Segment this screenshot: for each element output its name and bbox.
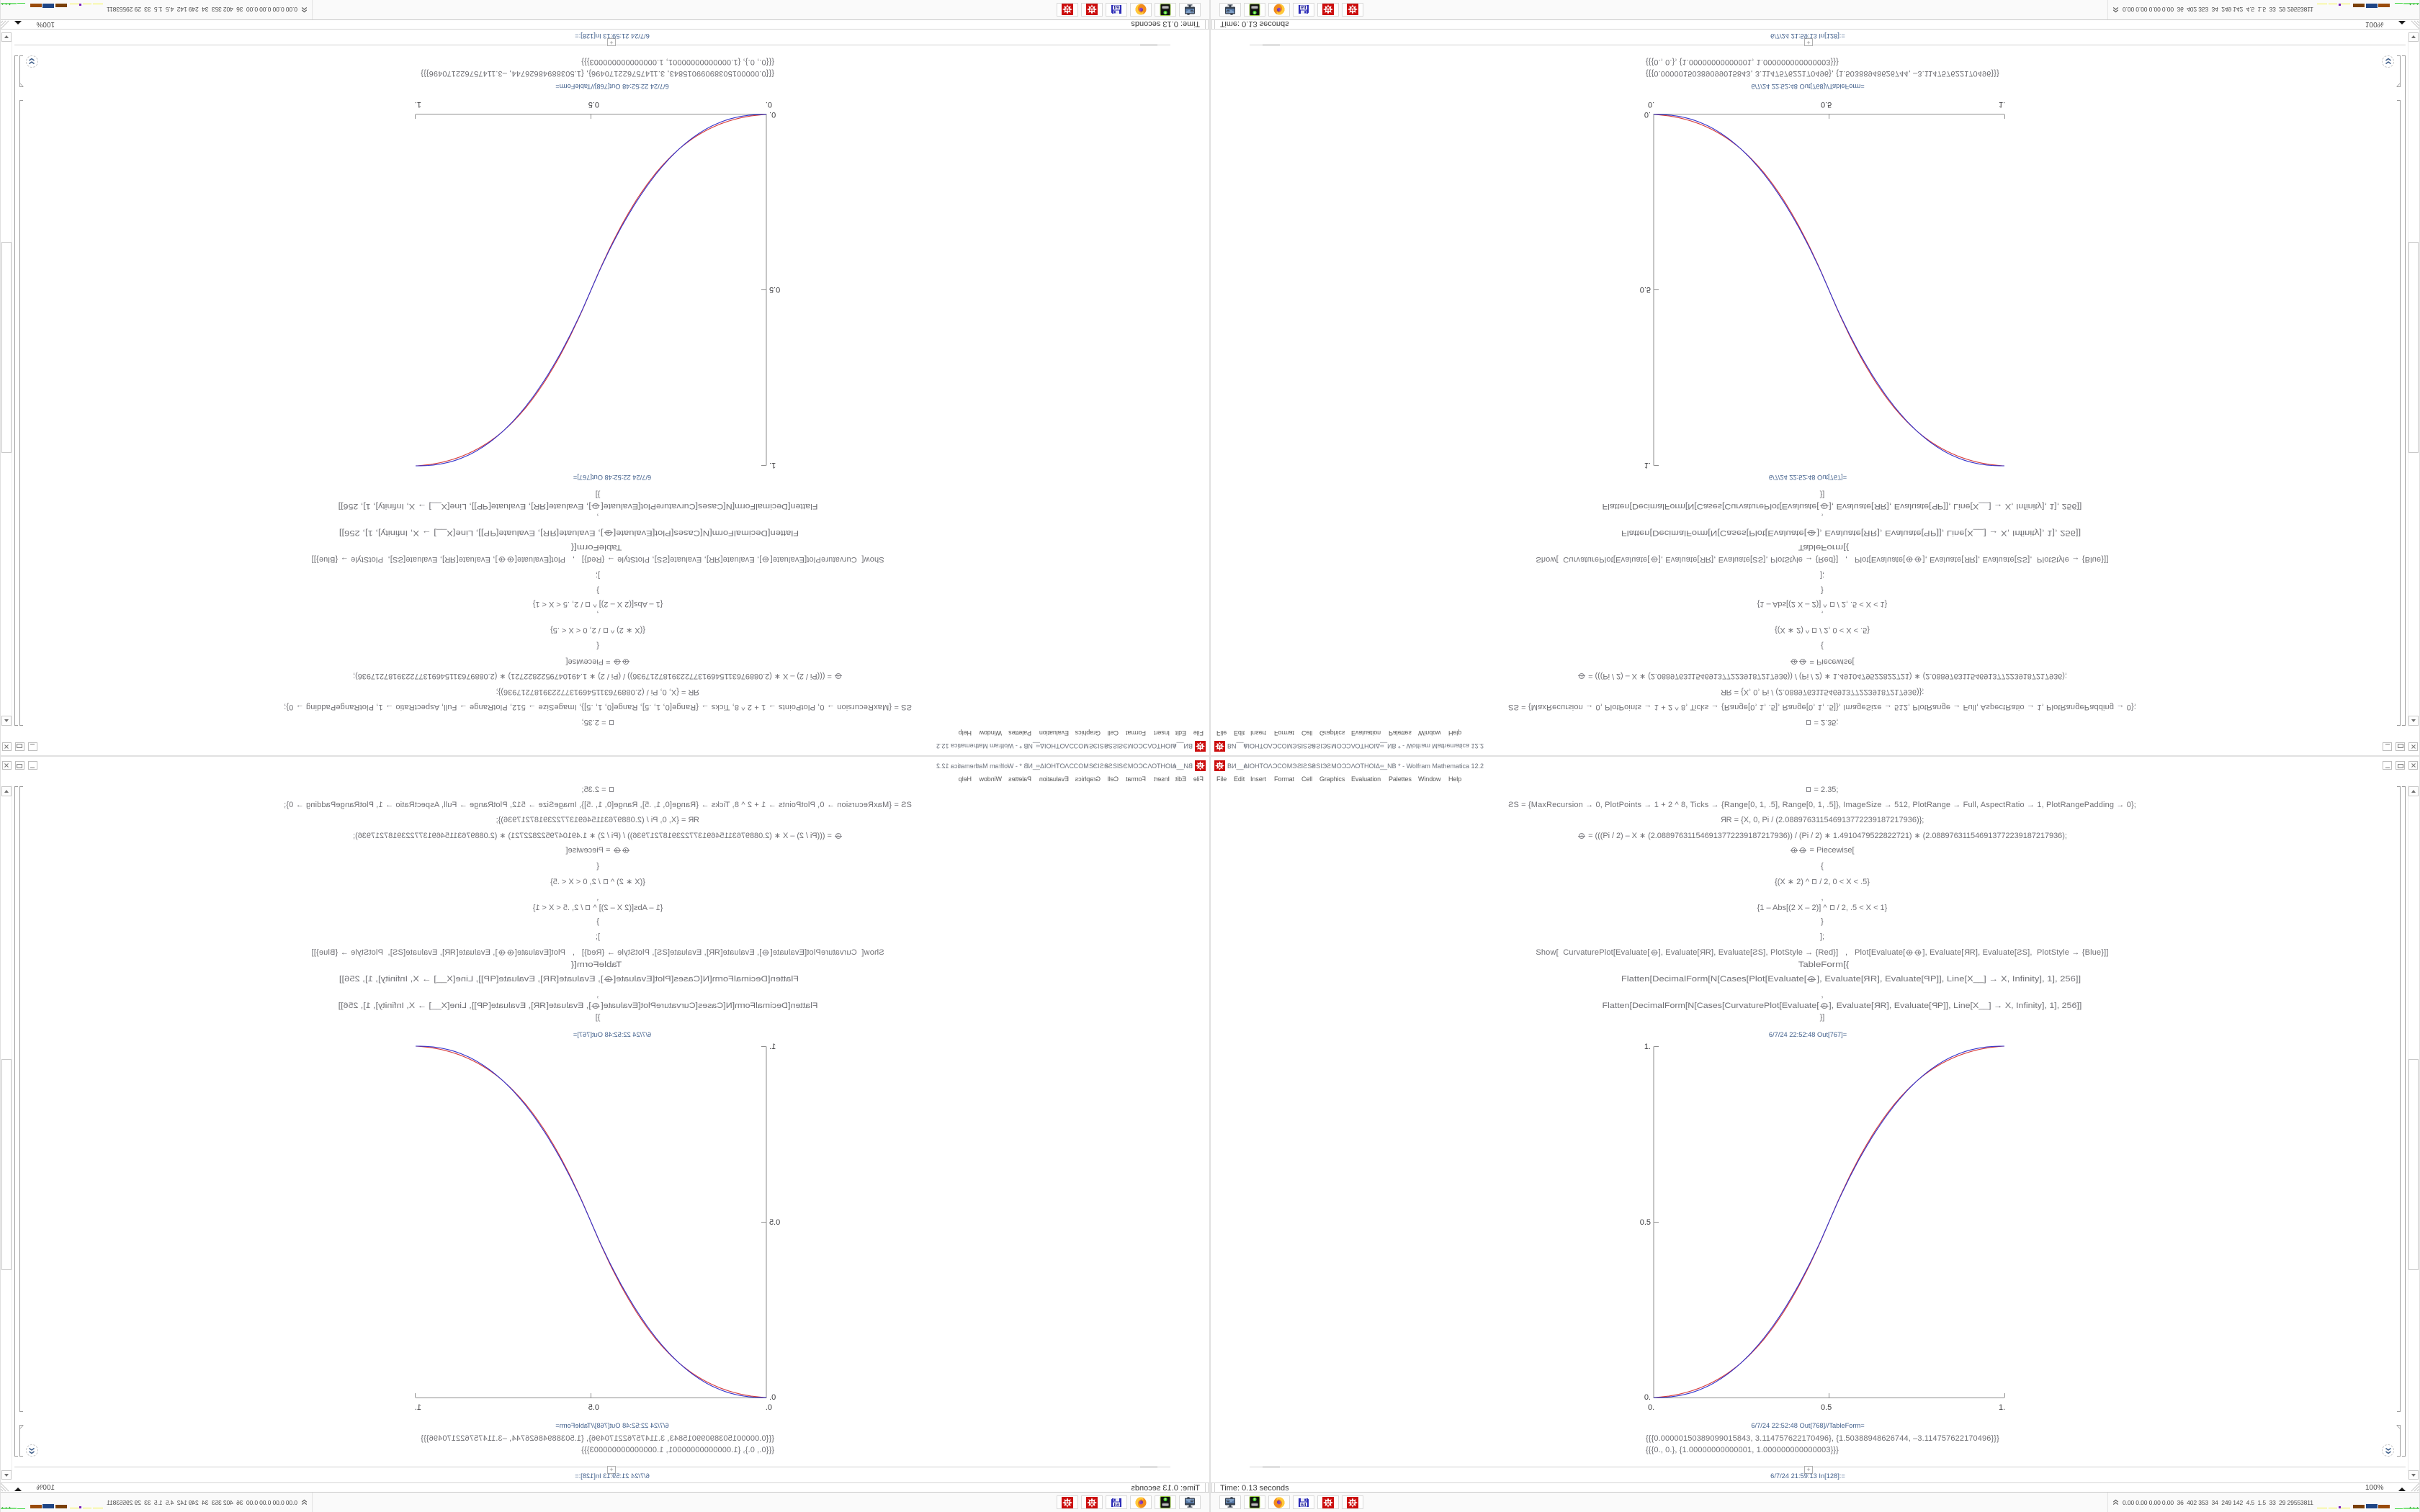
svg-text:64: 64 xyxy=(1113,1503,1119,1508)
svg-text:64: 64 xyxy=(1113,4,1119,9)
svg-text:64: 64 xyxy=(1301,1503,1307,1508)
svg-text:64: 64 xyxy=(1301,4,1307,9)
